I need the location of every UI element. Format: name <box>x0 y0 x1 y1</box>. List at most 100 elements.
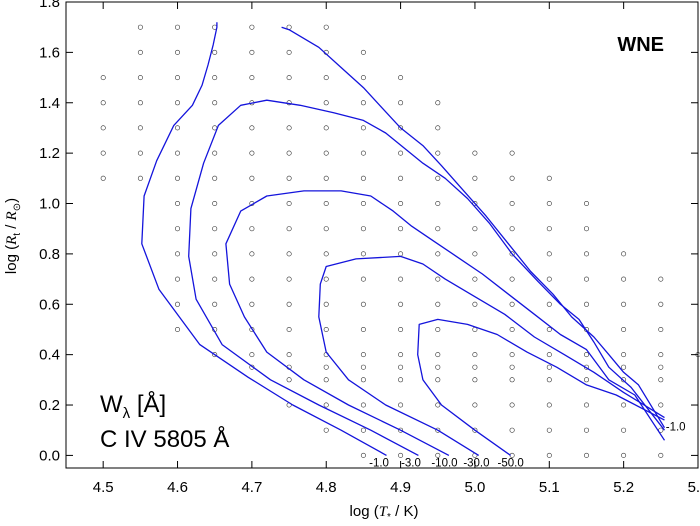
annotation-lambda: λ <box>123 405 131 422</box>
model-grid-point <box>509 175 515 181</box>
model-label: WNE <box>617 34 664 56</box>
model-grid-point <box>472 175 478 181</box>
model-grid-point <box>398 301 404 307</box>
model-grid-point <box>398 364 404 370</box>
model-grid-point <box>249 276 255 282</box>
model-grid-point <box>435 377 441 383</box>
model-grid-point <box>360 276 366 282</box>
model-grid-point <box>546 364 552 370</box>
model-grid-point <box>212 75 218 81</box>
model-grid-point <box>435 201 441 207</box>
model-grid-point <box>323 175 329 181</box>
model-grid-point <box>360 125 366 131</box>
model-grid-point <box>583 226 589 232</box>
model-grid-point <box>323 427 329 433</box>
model-grid-point <box>621 276 627 282</box>
model-grid-point <box>546 226 552 232</box>
model-grid-point <box>509 150 515 156</box>
model-grid-point <box>212 276 218 282</box>
model-grid-point <box>583 276 589 282</box>
model-grid-point <box>621 402 627 408</box>
model-grid-point <box>249 150 255 156</box>
model-grid-point <box>360 326 366 332</box>
annotation-title: Wλ [Å] <box>100 390 166 422</box>
model-grid-point <box>472 364 478 370</box>
model-grid-point <box>546 377 552 383</box>
model-grid-point <box>175 251 181 257</box>
model-grid-point <box>435 226 441 232</box>
model-grid-point <box>212 49 218 55</box>
model-grid-point <box>546 326 552 332</box>
model-grid-point <box>546 352 552 358</box>
model-grid-point <box>509 377 515 383</box>
x-tick-label: 4.8 <box>316 479 337 496</box>
model-grid-point <box>583 377 589 383</box>
y-tick-label: 0.6 <box>39 296 60 313</box>
y-tick-label: 1.8 <box>39 0 60 11</box>
model-grid-point <box>658 364 664 370</box>
model-grid-point <box>435 402 441 408</box>
model-grid-point <box>398 377 404 383</box>
model-grid-point <box>360 150 366 156</box>
model-grid-point <box>323 276 329 282</box>
model-grid-point <box>621 427 627 433</box>
model-grid-point <box>398 175 404 181</box>
contour-line-5 <box>417 318 665 456</box>
model-grid-point <box>583 301 589 307</box>
model-grid-point <box>509 251 515 257</box>
model-grid-point <box>472 402 478 408</box>
model-grid-point <box>398 150 404 156</box>
y-axis-label-prefix: log ( <box>3 245 20 274</box>
model-grid-point <box>509 226 515 232</box>
x-tick-label: 4.6 <box>167 479 188 496</box>
model-grid-point <box>323 301 329 307</box>
x-axis-label: log (T* / K) <box>350 503 419 523</box>
model-grid-point <box>323 402 329 408</box>
x-tick-label: 5.0 <box>465 479 486 496</box>
x-axis-ticks: 4.5 4.6 4.7 4.8 4.9 5.0 5.1 5.2 5.3 <box>93 2 700 496</box>
model-grid-point <box>360 175 366 181</box>
model-grid-point <box>323 326 329 332</box>
y-axis-label-symbol: R <box>4 236 20 246</box>
model-grid-point <box>137 24 143 30</box>
contour-lines <box>141 22 666 456</box>
model-grid-point <box>509 352 515 358</box>
model-grid-point <box>546 301 552 307</box>
model-grid-point <box>175 301 181 307</box>
model-grid-point <box>323 226 329 232</box>
annotation-w: W <box>100 391 123 418</box>
model-grid-point <box>175 49 181 55</box>
model-grid-point <box>546 276 552 282</box>
model-grid-point <box>175 125 181 131</box>
model-grid-point <box>621 251 627 257</box>
x-axis-label-prefix: log ( <box>350 503 379 520</box>
y-tick-label: 0.0 <box>39 447 60 464</box>
model-grid-point <box>249 352 255 358</box>
model-grid-point <box>286 175 292 181</box>
y-tick-label: 0.2 <box>39 397 60 414</box>
model-grid-point <box>546 175 552 181</box>
model-grid-point <box>621 364 627 370</box>
model-grid-point <box>435 452 441 458</box>
plot-frame <box>65 1 699 469</box>
model-grid-point <box>621 352 627 358</box>
model-grid-point <box>472 150 478 156</box>
model-grid-point <box>175 276 181 282</box>
contour-label: -10.0 <box>431 458 457 470</box>
y-axis-label: log (Rt / R⊙) <box>3 198 23 274</box>
y-tick-label: 1.2 <box>39 145 60 162</box>
model-grid-point <box>100 100 106 106</box>
model-grid-point <box>360 402 366 408</box>
model-grid-point <box>398 452 404 458</box>
model-grid-point <box>398 276 404 282</box>
model-grid-point <box>212 100 218 106</box>
y-tick-label: 1.6 <box>39 44 60 61</box>
model-grid-point <box>398 352 404 358</box>
model-grid-point <box>658 326 664 332</box>
model-grid-point <box>509 326 515 332</box>
model-grid-point <box>286 276 292 282</box>
model-grid-point <box>435 150 441 156</box>
model-grid-point <box>546 251 552 257</box>
y-axis-label-symbol-2: R <box>4 211 20 221</box>
model-grid-point <box>323 377 329 383</box>
